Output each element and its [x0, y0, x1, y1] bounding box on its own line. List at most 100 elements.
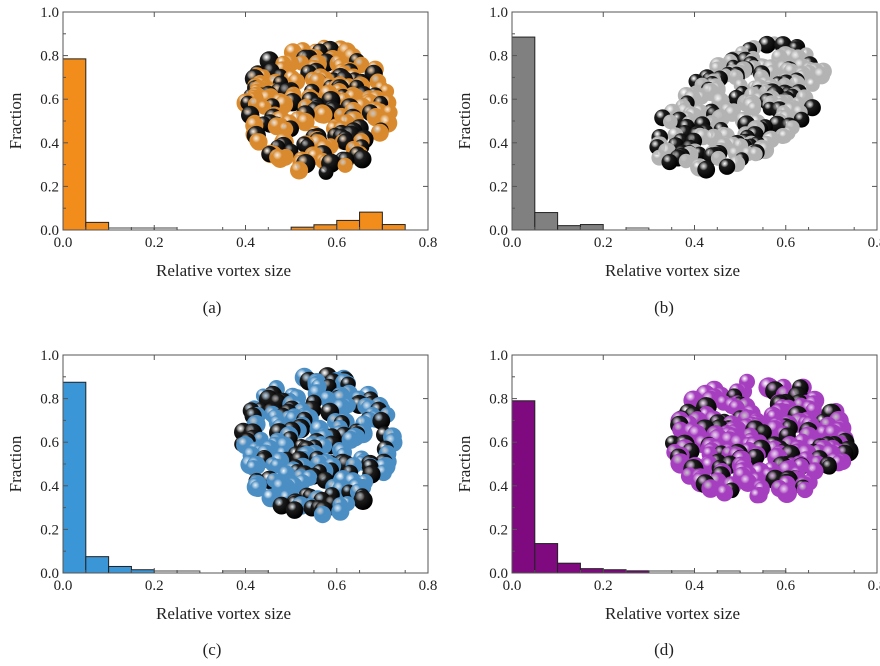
- sphere-particle: [271, 149, 290, 168]
- sphere-particle: [337, 157, 353, 173]
- sphere-particle: [661, 153, 678, 171]
- y-tick-label: 1.0: [489, 348, 508, 364]
- histogram-bar: [557, 225, 581, 231]
- x-tick-label: 0.4: [685, 578, 704, 594]
- x-tick-label: 0.0: [503, 235, 522, 251]
- y-tick-label: 0.8: [40, 392, 59, 408]
- x-tick-label: 0.0: [503, 578, 522, 594]
- sphere-particle: [352, 149, 372, 169]
- sphere-particle: [749, 488, 765, 504]
- x-axis-label: Relative vortex size: [156, 261, 291, 280]
- sphere-particle: [315, 106, 333, 124]
- sphere-particle: [331, 502, 350, 521]
- histogram-panel: 0.0 0.2 0.4 0.6 0.8 0.0 0.2 0.4 0.6 0.8 1.0 Relativ…: [455, 348, 880, 659]
- x-tick-label: 0.8: [419, 235, 438, 251]
- sphere-cluster-illustration: [649, 35, 832, 179]
- y-tick-label: 0.6: [40, 92, 59, 108]
- y-axis-label: Fraction: [6, 435, 25, 492]
- sphere-particle: [796, 481, 814, 499]
- histogram-panel: 0.0 0.2 0.4 0.6 0.8 0.0 0.2 0.4 0.6 0.8 1.0 Relativ…: [6, 5, 437, 317]
- histogram-bar: [557, 562, 581, 574]
- x-tick-label: 0.2: [145, 235, 164, 251]
- sphere-particle: [678, 153, 694, 169]
- y-tick-label: 0.4: [489, 479, 508, 495]
- sphere-particle: [821, 459, 837, 475]
- x-tick-label: 0.6: [327, 235, 346, 251]
- sphere-particle: [663, 114, 678, 130]
- sphere-particle: [318, 165, 334, 180]
- sphere-particle: [777, 129, 792, 144]
- sphere-particle: [715, 484, 734, 502]
- x-tick-label: 0.4: [685, 235, 704, 251]
- y-tick-label: 1.0: [489, 5, 508, 21]
- sphere-cluster-illustration: [236, 39, 398, 180]
- histogram-bar: [579, 568, 604, 574]
- y-tick-label: 0.4: [40, 479, 59, 495]
- sphere-particle: [250, 133, 268, 151]
- sphere-cluster-illustration: [665, 373, 859, 504]
- sphere-particle: [290, 161, 309, 180]
- y-tick-label: 0.2: [489, 179, 508, 195]
- panel-caption: (d): [654, 640, 674, 659]
- y-tick-label: 0.0: [489, 223, 508, 239]
- panel-caption: (b): [654, 298, 674, 317]
- x-axis-label: Relative vortex size: [605, 261, 740, 280]
- y-tick-label: 0.4: [489, 136, 508, 152]
- y-tick-label: 0.8: [40, 49, 59, 65]
- x-tick-label: 0.8: [419, 578, 438, 594]
- histogram-bar: [359, 211, 383, 231]
- x-tick-label: 0.0: [54, 578, 73, 594]
- x-tick-label: 0.4: [236, 235, 255, 251]
- y-tick-label: 0.0: [40, 566, 59, 582]
- y-tick-label: 0.2: [40, 179, 59, 195]
- histogram-panel: 0.0 0.2 0.4 0.6 0.8 0.0 0.2 0.4 0.6 0.8 1.0 Relativ…: [6, 348, 437, 659]
- histogram-bar: [579, 224, 604, 231]
- histogram-bar: [313, 224, 338, 231]
- histogram-bar: [534, 543, 559, 574]
- y-tick-label: 0.6: [489, 92, 508, 108]
- y-axis-label: Fraction: [455, 92, 474, 149]
- sphere-particle: [353, 490, 373, 510]
- histogram-bar: [62, 381, 87, 574]
- sphere-particle: [701, 479, 720, 498]
- sphere-particle: [747, 101, 762, 116]
- y-tick-label: 0.2: [40, 522, 59, 538]
- histogram-bar: [511, 400, 536, 574]
- sphere-particle: [748, 147, 763, 162]
- sphere-particle: [296, 112, 315, 132]
- y-tick-label: 0.6: [40, 435, 59, 451]
- histogram-bar: [85, 221, 110, 231]
- histogram-bar: [336, 219, 361, 231]
- y-axis-label: Fraction: [6, 92, 25, 149]
- y-tick-label: 1.0: [40, 5, 59, 21]
- histogram-bar: [108, 565, 132, 574]
- y-tick-label: 0.4: [40, 136, 59, 152]
- sphere-particle: [370, 123, 389, 142]
- y-tick-label: 0.8: [489, 392, 508, 408]
- x-tick-label: 0.6: [776, 578, 795, 594]
- x-axis-label: Relative vortex size: [156, 604, 291, 623]
- x-axis-label: Relative vortex size: [605, 604, 740, 623]
- sphere-particle: [372, 411, 391, 430]
- sphere-particle: [776, 482, 798, 503]
- x-tick-label: 0.6: [327, 578, 346, 594]
- sphere-particle: [805, 77, 820, 92]
- y-tick-label: 0.0: [489, 566, 508, 582]
- y-tick-label: 0.6: [489, 435, 508, 451]
- x-tick-label: 0.0: [54, 235, 73, 251]
- x-tick-label: 0.8: [868, 578, 880, 594]
- x-tick-label: 0.8: [868, 235, 880, 251]
- x-tick-label: 0.2: [145, 578, 164, 594]
- x-tick-label: 0.4: [236, 578, 255, 594]
- sphere-particle: [697, 160, 716, 179]
- y-tick-label: 0.8: [489, 49, 508, 65]
- sphere-cluster-illustration: [234, 367, 403, 524]
- sphere-particle: [758, 35, 776, 54]
- histogram-bar: [62, 58, 87, 231]
- y-tick-label: 0.2: [489, 522, 508, 538]
- sphere-particle: [313, 505, 332, 524]
- histogram-bar: [381, 224, 406, 231]
- x-tick-label: 0.2: [594, 578, 613, 594]
- x-tick-label: 0.2: [594, 235, 613, 251]
